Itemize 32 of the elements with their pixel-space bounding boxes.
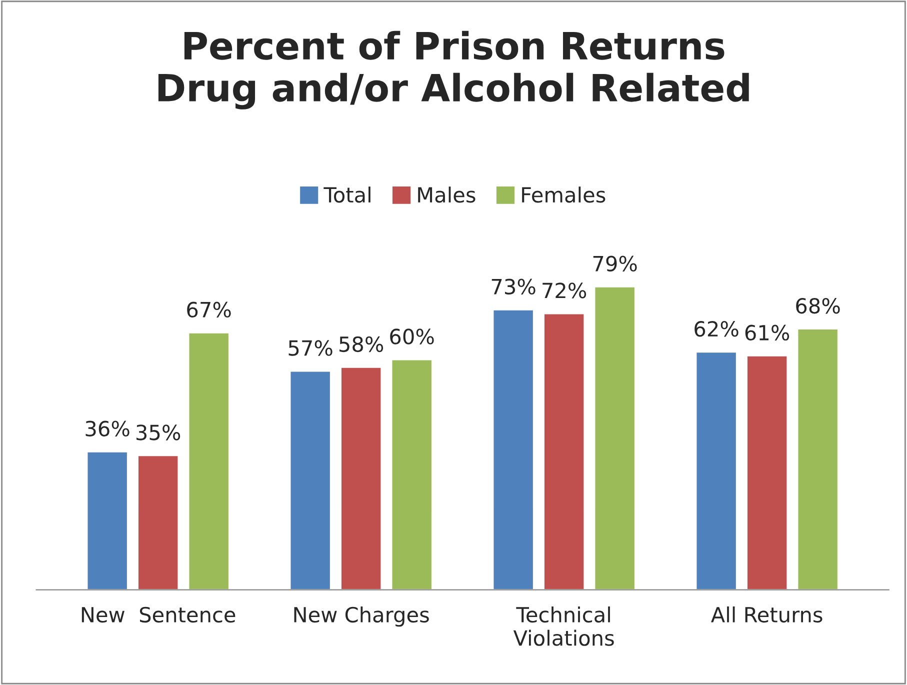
data-label: 58% [340, 336, 384, 352]
x-tick-label: New Sentence [82, 606, 236, 623]
legend-label: Total [324, 186, 370, 203]
data-label: 73% [492, 278, 536, 295]
x-tick-label: New Charges [294, 606, 429, 627]
data-label: 57% [288, 340, 332, 356]
data-label: 62% [694, 320, 738, 337]
data-label: 61% [745, 324, 790, 341]
legend-label: Females [522, 186, 606, 203]
bar [746, 355, 788, 590]
bar [390, 358, 433, 590]
x-tick-label: All Returns [711, 606, 822, 623]
bar [289, 370, 332, 590]
data-label: 35% [136, 424, 180, 440]
x-tick-label: Technical Violations [513, 606, 614, 646]
legend-label: Males [418, 186, 476, 203]
data-label: 67% [187, 302, 231, 318]
bar [340, 366, 382, 590]
bar [86, 450, 128, 590]
data-label: 36% [86, 420, 130, 436]
bar [594, 286, 636, 590]
bar [796, 328, 839, 590]
bar [695, 351, 738, 590]
bar [492, 308, 534, 590]
chart-title: Percent of Prison Returns Drug and/or Alcohol Related [158, 30, 749, 110]
bar [543, 312, 586, 590]
data-label: 60% [390, 328, 434, 344]
bar [188, 332, 230, 590]
data-label: 72% [542, 282, 586, 298]
bar [137, 454, 180, 590]
data-label: 79% [593, 256, 637, 272]
data-label: 68% [796, 298, 840, 314]
